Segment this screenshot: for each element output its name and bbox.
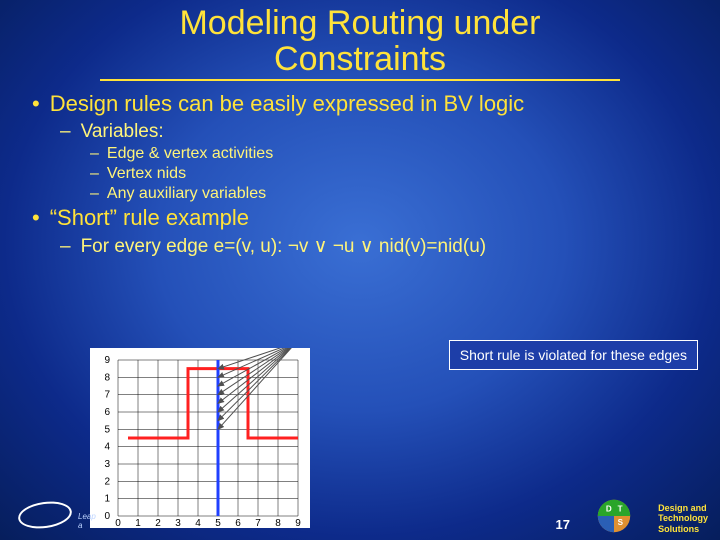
svg-text:D: D [606,505,612,514]
svg-text:1: 1 [135,518,141,528]
svg-text:2: 2 [104,476,110,487]
bullet-1-1-2: Vertex nids [24,165,696,183]
violation-callout: Short rule is violated for these edges [449,340,698,370]
svg-text:9: 9 [104,355,110,366]
svg-text:0: 0 [104,511,110,522]
footer-l3: Solutions [658,524,708,534]
intel-logo: Leap a [18,502,88,532]
svg-text:7: 7 [104,390,110,401]
bullet-2: “Short” rule example [24,205,696,231]
title-line-2: Constraints [274,40,446,78]
svg-text:4: 4 [104,442,110,453]
svg-text:S: S [618,518,624,527]
title-line-1: Modeling Routing under [179,4,540,42]
svg-text:7: 7 [255,518,261,528]
svg-text:1: 1 [104,494,110,505]
bullet-1-1: Variables: [24,121,696,143]
svg-text:2: 2 [155,518,161,528]
footer-text: Design and Technology Solutions [658,503,708,534]
slide-title: Modeling Routing under Constraints [100,6,620,81]
slide: Modeling Routing under Constraints Desig… [0,0,720,540]
svg-text:0: 0 [115,518,121,528]
svg-text:6: 6 [235,518,241,528]
grid-svg: 0 1 2 3 4 5 6 7 8 9 0 1 2 3 4 5 6 7 8 9 [90,348,310,528]
svg-text:8: 8 [275,518,281,528]
footer-l1: Design and [658,503,708,513]
svg-text:5: 5 [215,518,221,528]
svg-text:6: 6 [104,407,110,418]
bullet-2-1: For every edge e=(v, u): ¬v ∨ ¬u ∨ nid(v… [24,235,696,258]
svg-text:5: 5 [104,424,110,435]
dts-logo-icon: D T S [596,498,632,534]
page-number: 17 [556,517,570,532]
grid-figure: 0 1 2 3 4 5 6 7 8 9 0 1 2 3 4 5 6 7 8 9 [90,348,310,528]
bullet-list: Design rules can be easily expressed in … [24,91,696,258]
bullet-1-1-3: Any auxiliary variables [24,185,696,203]
leap-text: Leap a [78,512,96,530]
bullet-1-1-1: Edge & vertex activities [24,145,696,163]
svg-text:T: T [618,505,623,514]
svg-text:8: 8 [104,372,110,383]
svg-text:4: 4 [195,518,201,528]
svg-text:3: 3 [104,459,110,470]
bullet-1: Design rules can be easily expressed in … [24,91,696,117]
svg-text:9: 9 [295,518,301,528]
svg-text:3: 3 [175,518,181,528]
footer-l2: Technology [658,513,708,523]
intel-oval-icon [16,498,73,531]
